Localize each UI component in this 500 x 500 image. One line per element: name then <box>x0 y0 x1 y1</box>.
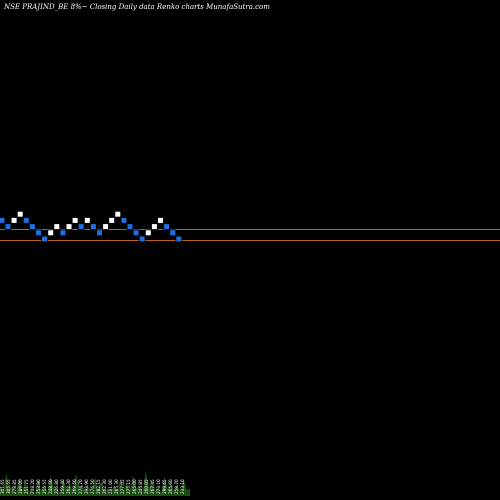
brick-up <box>157 217 164 224</box>
brick-down <box>175 235 183 243</box>
volume-label: 251.75 <box>24 479 29 494</box>
volume-label: 255.55 <box>42 479 47 494</box>
volume-label: 301.65 <box>0 479 5 494</box>
volume-label: 260.05 <box>144 479 149 494</box>
brick-up <box>144 229 152 237</box>
brick-up <box>108 217 116 224</box>
brick-up <box>114 210 122 218</box>
volume-label: 244.85 <box>138 479 143 494</box>
volume-label: 248.50 <box>48 479 53 494</box>
brick-down <box>41 235 48 243</box>
brick-down <box>96 229 103 237</box>
brick-down <box>35 229 42 237</box>
renko-bricks <box>0 210 183 243</box>
volume-label: 226.80 <box>54 479 59 494</box>
brick-up <box>16 210 24 218</box>
brick-up <box>10 217 18 224</box>
volume-label: 262.30 <box>102 479 107 494</box>
brick-up <box>53 223 61 230</box>
volume-label: 305.55 <box>6 479 11 494</box>
brick-down <box>59 229 67 237</box>
volume-label: 275.15 <box>126 479 131 494</box>
volume-label: 285.30 <box>114 479 119 494</box>
brick-down <box>4 223 12 230</box>
brick-down <box>163 223 170 230</box>
volume-area <box>0 471 190 496</box>
volume-label: 278.85 <box>12 479 17 494</box>
brick-up <box>102 223 109 230</box>
volume-label: 259.70 <box>174 479 179 494</box>
brick-down <box>29 223 36 230</box>
volume-label: 265.00 <box>132 479 137 494</box>
volume-label: 267.45 <box>150 479 155 494</box>
volume-label: 274.70 <box>78 479 83 494</box>
brick-down <box>138 235 146 243</box>
volume-label: 276.50 <box>90 479 95 494</box>
brick-up <box>71 217 79 224</box>
volume-label: 269.50 <box>72 479 77 494</box>
brick-down <box>126 223 134 230</box>
brick-down <box>77 223 85 230</box>
volume-label: 259.40 <box>60 479 65 494</box>
brick-up <box>47 229 54 237</box>
chart-title: NSE PRAJIND_BE 8%~ Closing Daily data Re… <box>3 3 270 11</box>
volume-label: 262.30 <box>66 479 71 494</box>
brick-up <box>151 223 158 230</box>
brick-down <box>120 217 128 224</box>
volume-label: 248.20 <box>30 479 35 494</box>
brick-down <box>90 223 97 230</box>
volume-label: 277.05 <box>120 479 125 494</box>
volume-label: 253.80 <box>36 479 41 494</box>
volume-label: 281.00 <box>108 479 113 494</box>
volume-label: 273.10 <box>156 479 161 494</box>
volume-panel: 301.65 305.55 278.85 289.00 251.75 248.20 253.… <box>0 471 190 496</box>
volume-label: 233.10 <box>180 479 185 494</box>
brick-down <box>132 229 140 237</box>
brick-up <box>84 217 91 224</box>
volume-label: 265.60 <box>168 479 173 494</box>
brick-down <box>22 217 30 224</box>
brick-down <box>0 217 6 224</box>
brick-down <box>169 229 177 237</box>
volume-label: 298.90 <box>84 479 89 494</box>
brick-up <box>65 223 73 230</box>
volume-label: 299.65 <box>162 479 167 494</box>
volume-label: 282.15 <box>96 479 101 494</box>
volume-label: 289.00 <box>18 479 23 494</box>
